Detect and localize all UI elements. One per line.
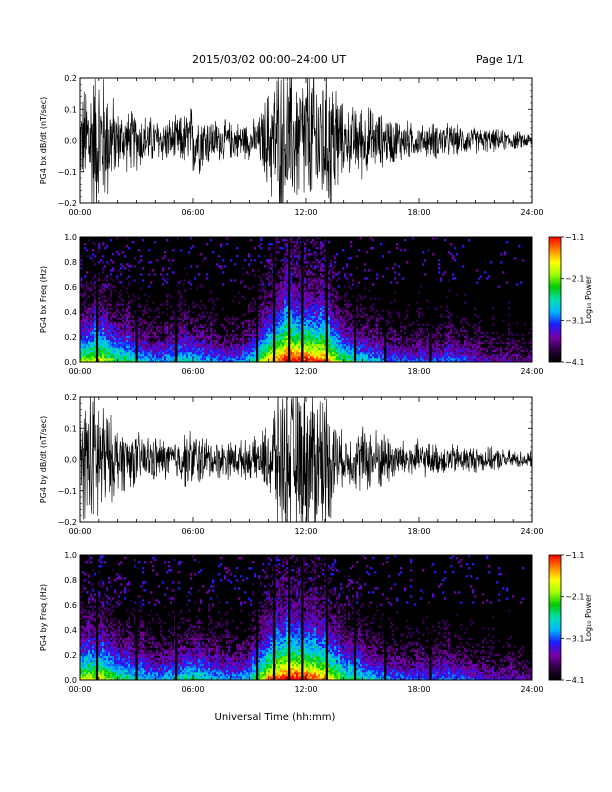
x-tick-label: 06:00 [181, 208, 204, 217]
colorbar-tick-label: −3.1 [565, 316, 584, 325]
y-tick-label: 0.6 [64, 601, 77, 610]
data-gap [175, 555, 178, 680]
colorbar-label: Log₁₀ Power [584, 593, 593, 641]
colorbar: −4.1 −3.1 −2.1 −1.1 Log₁₀ Power [548, 233, 593, 367]
colorbar-frame [548, 236, 562, 363]
y-tick-label: 0.2 [64, 651, 77, 660]
x-tick-label: 06:00 [181, 685, 204, 694]
y-axis-label: PG4 bx dB/dt (nT/sec) [39, 97, 48, 184]
colorbar-tick-label: −2.1 [565, 593, 584, 602]
colorbar-tick-label: −3.1 [565, 634, 584, 643]
data-gap [384, 555, 387, 680]
x-tick-label: 24:00 [520, 367, 543, 376]
x-tick-label: 12:00 [294, 685, 317, 694]
colorbar-label: Log₁₀ Power [584, 275, 593, 323]
figure-title: 2015/03/02 00:00–24:00 UT [192, 53, 347, 66]
x-tick-label: 00:00 [68, 208, 91, 217]
colorbar-tick-label: −1.1 [565, 233, 584, 242]
y-tick-label: 0.8 [64, 258, 77, 267]
y-tick-label: 0.4 [64, 626, 77, 635]
spectrogram-cells [80, 237, 533, 363]
data-gap [135, 237, 138, 362]
data-gap [256, 555, 259, 680]
x-tick-label: 18:00 [407, 527, 430, 536]
y-tick-label: 0.1 [64, 105, 77, 114]
x-tick-label: 00:00 [68, 685, 91, 694]
series-trace [80, 78, 532, 203]
y-tick-label: 0.1 [64, 424, 77, 433]
x-tick-label: 24:00 [520, 527, 543, 536]
x-tick-label: 24:00 [520, 208, 543, 217]
panel-by_ts: −0.2 −0.1 0.0 0.1 0.2 00:00 06:00 12:00 18:00 24:… [39, 393, 544, 536]
data-gap [429, 237, 432, 362]
panel-bx_ts: −0.2 −0.1 0.0 0.1 0.2 00:00 06:00 12:00 18:00 24:… [39, 74, 544, 217]
x-tick-label: 12:00 [294, 208, 317, 217]
y-axis-label: PG4 by Freq (Hz) [39, 584, 48, 651]
y-tick-label: 0.0 [64, 137, 77, 146]
x-axis-label: Universal Time (hh:mm) [215, 712, 336, 723]
y-tick-label: −0.2 [58, 518, 77, 527]
data-gap [135, 555, 138, 680]
y-tick-label: 1.0 [64, 233, 77, 242]
x-tick-label: 06:00 [181, 527, 204, 536]
x-tick-label: 00:00 [68, 367, 91, 376]
y-tick-label: −0.1 [58, 487, 77, 496]
y-axis-label: PG4 by dB/dt (nT/sec) [39, 416, 48, 503]
data-gap [272, 237, 276, 362]
y-tick-label: 0.0 [64, 456, 77, 465]
data-gap [95, 555, 99, 680]
data-gap [288, 237, 291, 362]
data-gap [95, 237, 99, 362]
y-tick-label: 0.2 [64, 74, 77, 83]
x-tick-label: 00:00 [68, 527, 91, 536]
y-tick-label: 0.2 [64, 393, 77, 402]
page-indicator: Page 1/1 [476, 53, 524, 66]
y-tick-label: −0.1 [58, 168, 77, 177]
x-tick-label: 12:00 [294, 527, 317, 536]
x-tick-label: 12:00 [294, 367, 317, 376]
y-tick-label: 0.4 [64, 308, 77, 317]
panel-bx_spec: 0.0 0.2 0.4 0.6 0.8 1.0 −4.1 −3.1 −2.1 −1.1 Log₁₀ … [39, 233, 593, 376]
y-tick-label: −0.2 [58, 199, 77, 208]
panel-by_spec: 0.0 0.2 0.4 0.6 0.8 1.0 −4.1 −3.1 −2.1 −1.1 Log₁₀ … [39, 551, 593, 694]
colorbar-tick-label: −4.1 [565, 676, 584, 685]
spectrogram-cells [80, 555, 533, 681]
colorbar-tick-label: −1.1 [565, 551, 584, 560]
x-tick-label: 24:00 [520, 685, 543, 694]
data-gap [175, 237, 178, 362]
x-tick-label: 18:00 [407, 685, 430, 694]
data-gap [301, 237, 304, 362]
colorbar-tick-label: −4.1 [565, 358, 584, 367]
data-gap [325, 555, 328, 680]
y-axis-label: PG4 bx Freq (Hz) [39, 266, 48, 333]
data-gap [353, 237, 357, 362]
data-gap [384, 237, 387, 362]
y-tick-label: 0.2 [64, 333, 77, 342]
y-tick-label: 0.0 [64, 358, 77, 367]
data-gap [301, 555, 304, 680]
data-gap [272, 555, 276, 680]
data-gap [353, 555, 357, 680]
colorbar: −4.1 −3.1 −2.1 −1.1 Log₁₀ Power [548, 551, 593, 685]
y-tick-label: 0.8 [64, 576, 77, 585]
series-trace [80, 397, 532, 522]
x-tick-label: 06:00 [181, 367, 204, 376]
colorbar-frame [548, 554, 562, 681]
x-tick-label: 18:00 [407, 367, 430, 376]
data-gap [325, 237, 328, 362]
data-gap [256, 237, 259, 362]
x-tick-label: 18:00 [407, 208, 430, 217]
colorbar-tick-label: −2.1 [565, 275, 584, 284]
data-gap [429, 555, 432, 680]
y-tick-label: 0.6 [64, 283, 77, 292]
y-tick-label: 1.0 [64, 551, 77, 560]
y-tick-label: 0.0 [64, 676, 77, 685]
data-gap [288, 555, 291, 680]
